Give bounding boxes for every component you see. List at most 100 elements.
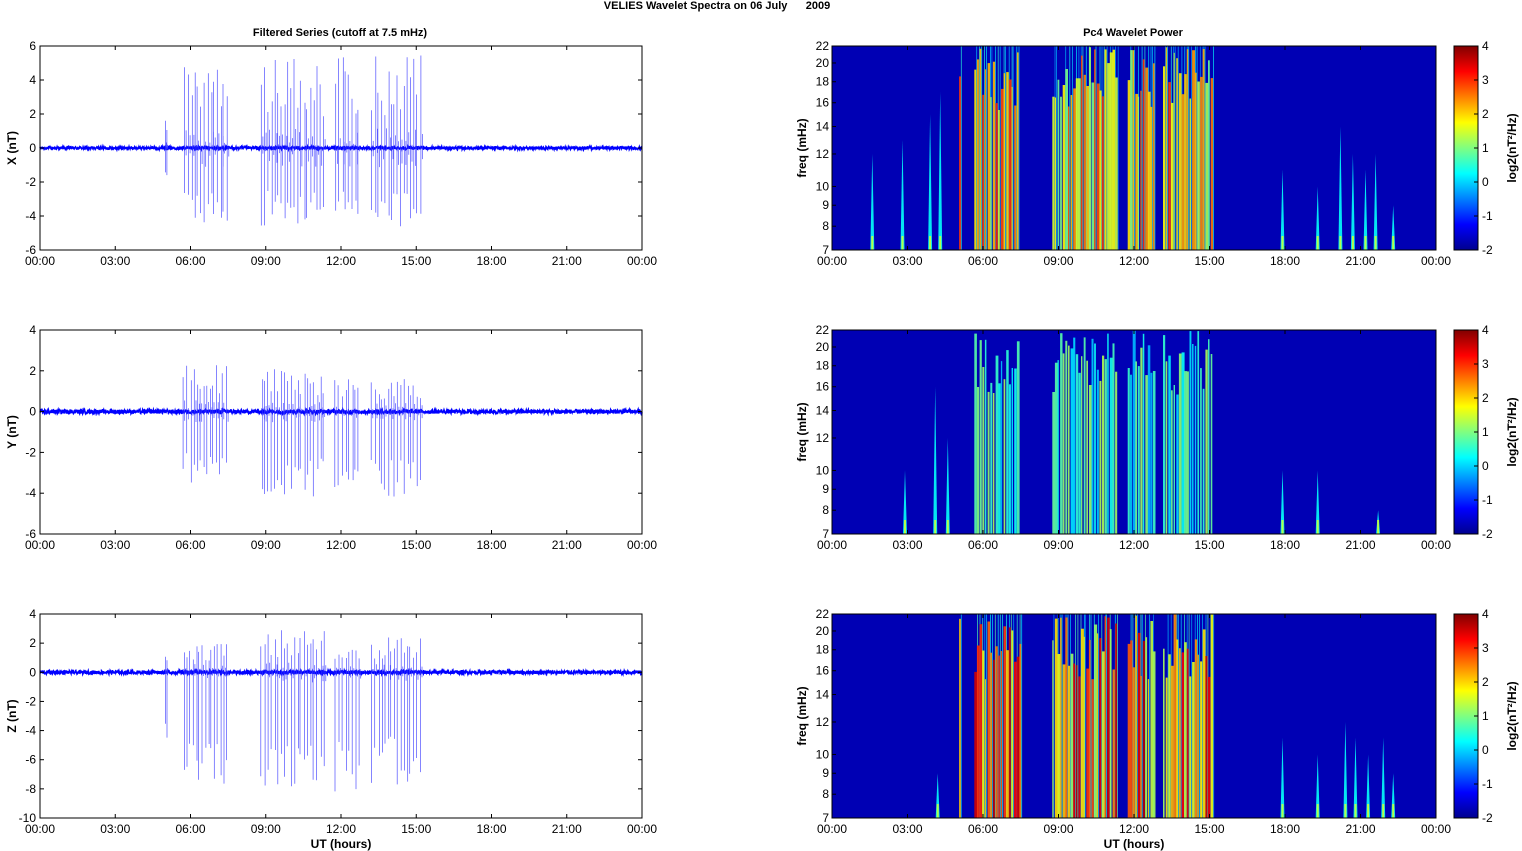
spectrum-0-power-streak	[1197, 81, 1200, 250]
spectrum-2-power-streak	[1088, 639, 1091, 818]
spectrum-0-power-streak	[959, 76, 961, 251]
spectrum-1-ytick-label: 14	[816, 404, 830, 418]
spectrum-2-power-streak	[1096, 633, 1099, 818]
spectrum-1-power-streak	[1112, 343, 1115, 534]
spectrum-0-power-edge	[1213, 46, 1214, 250]
spectrum-0-power-streak	[1099, 90, 1102, 250]
spectrum-2-power-streak	[1112, 669, 1115, 818]
spectrum-0-power-edge	[1072, 46, 1073, 250]
spectrum-1-power-streak	[1152, 371, 1156, 534]
spectrum-1-ytick-label: 9	[822, 482, 829, 496]
spectrum-2-power-edge	[1137, 614, 1138, 818]
spectrum-2-power-streak	[1184, 642, 1187, 818]
spectrum-2-power-streak	[1127, 643, 1131, 818]
spectrum-0-xtick-label: 21:00	[1345, 254, 1375, 268]
spectrum-2-power-edge	[994, 614, 996, 818]
spectrum-1-power-streak	[1137, 366, 1140, 534]
spectrum-2-power-edge	[1010, 614, 1012, 818]
spectrum-0-power-streak	[1086, 86, 1090, 250]
spectrum-2-ytick-label: 18	[816, 643, 830, 657]
spectrum-2-weak-event-core	[936, 804, 939, 818]
spectrum-0-ytick-label: 10	[816, 179, 830, 193]
spectrum-2-colorbar-tick-label: 4	[1482, 607, 1489, 621]
spectrum-2-power-edge	[1178, 614, 1179, 818]
spectrum-2-power-edge	[1202, 614, 1203, 818]
spectrum-2-ytick-label: 22	[816, 607, 830, 621]
spectrum-1-power-streak	[1184, 371, 1187, 534]
spectrum-0-power-streak	[1094, 49, 1096, 251]
spectrum-1-power-streak	[995, 355, 999, 534]
spectrum-1-power-streak	[1091, 338, 1094, 534]
spectrum-2-xtick-label: 00:00	[1421, 822, 1451, 836]
spectrum-2-power-streak	[1200, 661, 1203, 818]
spectrum-0-ytick-label: 9	[822, 198, 829, 212]
spectrum-0-weak-event	[1350, 154, 1355, 250]
spectrum-2-power-edge	[1098, 614, 1099, 818]
spectrum-1-power-streak	[1054, 362, 1058, 534]
spectrum-2-power-streak	[1135, 615, 1137, 818]
spectrum-1-power-streak	[1062, 353, 1065, 534]
spectrum-1-weak-event-core	[904, 520, 906, 534]
spectrum-1-power-streak	[1070, 348, 1074, 534]
spectrum-0-power-edge	[1204, 46, 1206, 250]
series-1-ytick-label: 2	[29, 364, 36, 378]
spectrum-1-power-streak	[1083, 337, 1086, 534]
spectrum-1-xtick-label: 06:00	[968, 538, 998, 552]
spectrum-2-power-edge	[1053, 614, 1055, 818]
spectrum-2-xtick-label: 06:00	[968, 822, 998, 836]
series-1-plot-area	[40, 330, 642, 534]
series-1-xtick-label: 12:00	[326, 538, 356, 552]
series-1-burst-3	[370, 379, 423, 497]
spectrum-2-power-edge	[1141, 614, 1143, 818]
spectrum-1-xtick-label: 15:00	[1194, 538, 1224, 552]
spectrum-2-power-edge	[1021, 614, 1023, 818]
spectrum-2-xtick-label: 12:00	[1119, 822, 1149, 836]
spectrum-2-power-streak	[976, 645, 980, 818]
spectrum-0-weak-event-core	[1339, 236, 1342, 250]
spectrum-2-ytick-label: 12	[816, 715, 830, 729]
spectrum-0-power-streak	[974, 69, 977, 250]
series-0-ytick-label: -6	[25, 243, 36, 257]
spectrum-2-power-streak	[1186, 648, 1189, 818]
spectrum-0-power-streak	[1016, 52, 1019, 251]
spectrum-0-weak-event-core	[939, 236, 942, 250]
spectrum-0-power-edge	[1016, 46, 1018, 250]
spectrum-1-power-streak	[1132, 330, 1136, 534]
spectrum-1-power-streak	[1208, 339, 1210, 534]
spectrum-2-power-edge	[1213, 614, 1215, 818]
spectrum-0-xtick-label: 00:00	[817, 254, 847, 268]
series-0-ytick-label: -2	[25, 175, 36, 189]
spectrum-0-power-edge	[1134, 46, 1135, 250]
spectrum-0-power-streak	[1202, 49, 1205, 250]
spectrum-0-weak-event-core	[1351, 236, 1354, 250]
spectrum-1-power-streak	[1102, 355, 1105, 534]
spectrum-1-power-streak	[1127, 368, 1130, 534]
spectrum-1-weak-event	[1280, 470, 1285, 534]
spectrum-2-power-streak	[1057, 654, 1061, 818]
spectrum-1-power-streak	[1147, 345, 1151, 534]
spectrum-2-power-edge	[1077, 614, 1079, 818]
spectrum-0-power-streak	[1081, 55, 1083, 250]
series-2-ylabel: Z (nT)	[5, 699, 19, 732]
spectrum-2-power-edge	[960, 614, 962, 818]
spectrum-0-power-streak	[1096, 83, 1100, 250]
spectrum-0-power-edge	[981, 46, 983, 250]
spectrum-1-power-streak	[1081, 356, 1083, 534]
spectrum-2-power-streak	[1165, 677, 1168, 818]
series-0-burst-4	[165, 120, 168, 176]
spectrum-2-power-edge	[1075, 614, 1076, 818]
spectrum-1-xtick-label: 03:00	[892, 538, 922, 552]
spectrum-2-weak-event	[1280, 737, 1285, 818]
spectrum-1-xtick-label: 18:00	[1270, 538, 1300, 552]
spectrum-2-power-edge	[1002, 614, 1003, 818]
spectrum-1-xtick-label: 21:00	[1345, 538, 1375, 552]
spectrum-2-power-streak	[1194, 639, 1198, 818]
spectrum-2-power-streak	[1178, 648, 1181, 818]
spectrum-1-ylabel: freq (mHz)	[795, 402, 809, 461]
series-2-xtick-label: 00:00	[627, 822, 657, 836]
series-0-xtick-label: 03:00	[100, 254, 130, 268]
spectrum-0-power-edge	[979, 46, 980, 250]
spectrum-2-colorbar-tick-label: 2	[1482, 675, 1489, 689]
spectrum-0-xtick-label: 12:00	[1119, 254, 1149, 268]
